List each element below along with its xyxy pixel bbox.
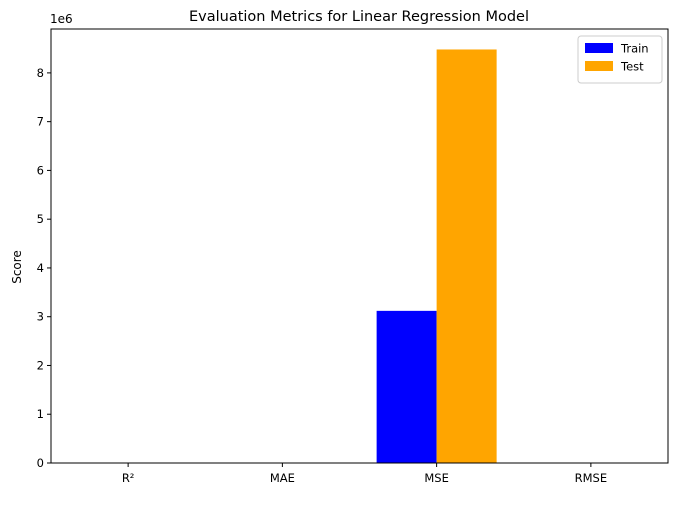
bar-test-2 bbox=[436, 49, 497, 464]
y-tick-label-6: 6 bbox=[37, 163, 44, 177]
legend-label-test: Test bbox=[620, 60, 644, 74]
y-tick-label-0: 0 bbox=[37, 456, 44, 470]
y-ticks-group: 0 1 2 3 4 5 6 7 8 bbox=[37, 66, 51, 470]
x-tick-label-0: R² bbox=[122, 471, 135, 485]
legend-label-train: Train bbox=[620, 42, 649, 56]
y-tick-label-3: 3 bbox=[37, 310, 44, 324]
y-multiplier-label: 1e6 bbox=[50, 12, 73, 26]
y-tick-label-7: 7 bbox=[37, 115, 44, 129]
bar-train-2 bbox=[376, 310, 437, 463]
legend-swatch-test bbox=[585, 61, 613, 71]
y-tick-label-5: 5 bbox=[37, 212, 44, 226]
y-tick-label-1: 1 bbox=[37, 407, 44, 421]
y-tick-label-2: 2 bbox=[37, 358, 44, 372]
x-tick-label-1: MAE bbox=[270, 471, 295, 485]
legend: Train Test bbox=[577, 35, 663, 84]
x-tick-label-3: RMSE bbox=[575, 471, 607, 485]
legend-swatch-train bbox=[585, 43, 613, 53]
y-tick-label-4: 4 bbox=[37, 261, 44, 275]
plot-frame bbox=[50, 28, 669, 464]
x-ticks-group: R² MAE MSE RMSE bbox=[122, 463, 607, 485]
chart-title: Evaluation Metrics for Linear Regression… bbox=[189, 9, 529, 25]
y-axis-label: Score bbox=[10, 250, 24, 284]
bars-group bbox=[68, 49, 651, 464]
y-tick-label-8: 8 bbox=[37, 66, 44, 80]
x-tick-label-2: MSE bbox=[424, 471, 449, 485]
